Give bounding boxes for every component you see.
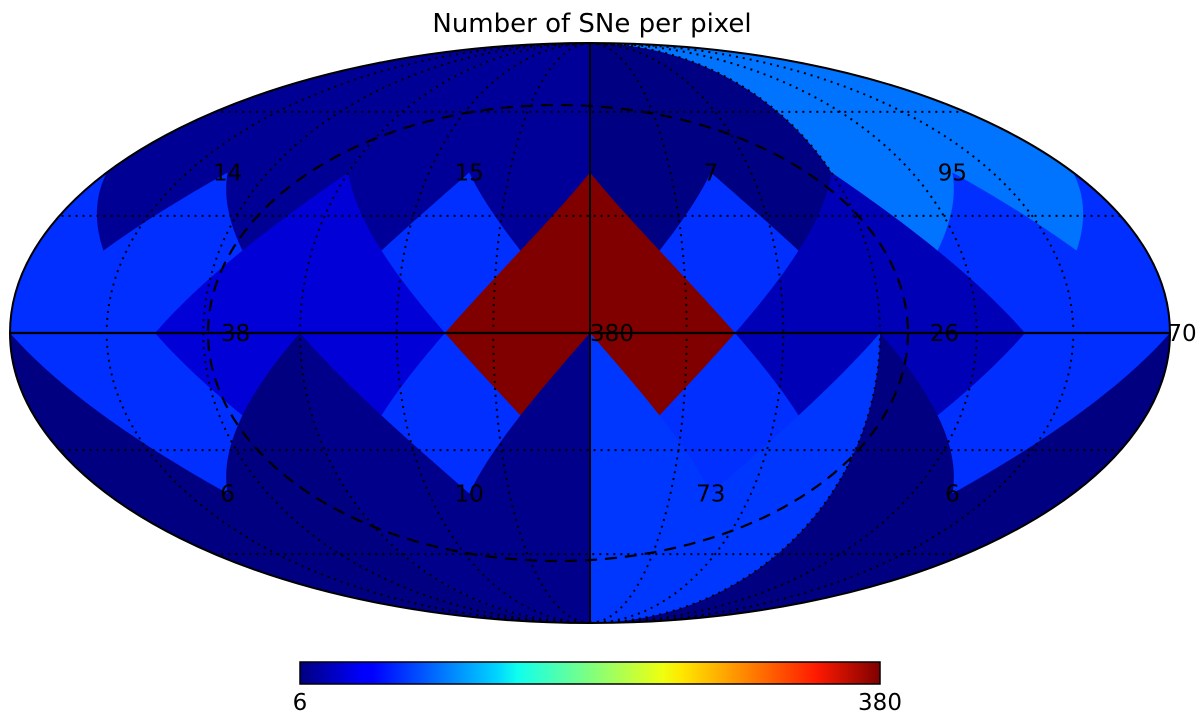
pixel-south-2 <box>300 333 590 623</box>
meridian <box>202 43 591 623</box>
pixel-label-south-3: 73 <box>696 481 725 507</box>
pixel-south-4 <box>590 333 1170 623</box>
map-outline <box>9 42 1171 624</box>
pixel-label-south-4: 6 <box>945 481 960 507</box>
pixel-label-north-3: 7 <box>703 161 718 187</box>
pixel-south-3 <box>590 333 880 623</box>
meridian <box>589 43 785 623</box>
pixel-label-equator-4: 70 <box>1167 321 1196 347</box>
pixel-label-north-2: 15 <box>455 161 484 187</box>
pixel-label-equator-1: 38 <box>221 321 250 347</box>
pixel-labels: 14 15 7 95 38 380 26 70 6 10 73 6 <box>213 161 1197 508</box>
colorbar: 6 380 <box>293 661 902 716</box>
pixel-south-1 <box>10 333 590 623</box>
graticule <box>10 43 1170 623</box>
chart-title: Number of SNe per pixel <box>432 9 751 39</box>
pixel-label-equator-2: 380 <box>590 321 634 347</box>
meridian <box>395 43 591 623</box>
pixel-label-equator-3: 26 <box>930 321 959 347</box>
pixel-north-1 <box>10 43 590 333</box>
pixel-label-south-1: 6 <box>220 481 235 507</box>
pixel-label-north-4: 95 <box>938 161 967 187</box>
pixel-label-north-1: 14 <box>213 161 242 187</box>
colorbar-gradient <box>299 661 881 685</box>
pixel-north-2 <box>300 43 590 333</box>
colorbar-max-label: 380 <box>858 690 902 716</box>
colorbar-min-label: 6 <box>293 690 308 716</box>
meridian <box>589 43 978 623</box>
pixel-label-south-2: 10 <box>455 481 484 507</box>
dashed-circle <box>206 103 910 563</box>
pixel-north-4 <box>590 43 1170 333</box>
